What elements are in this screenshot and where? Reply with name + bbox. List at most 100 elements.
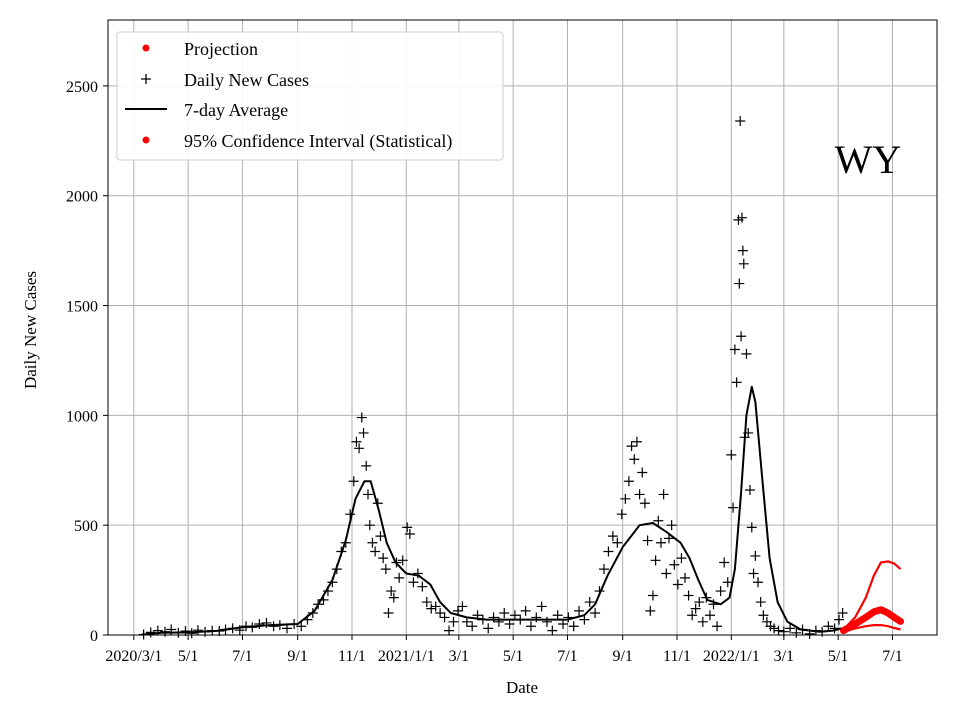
daily-new-cases-point — [375, 531, 386, 542]
x-tick-label: 9/1 — [287, 648, 307, 665]
daily-new-cases-point — [421, 597, 432, 608]
daily-new-cases-point — [639, 498, 650, 509]
daily-new-cases-point — [746, 522, 757, 533]
daily-new-cases-point — [738, 258, 749, 269]
daily-new-cases-point — [574, 605, 585, 616]
x-axis-label: Date — [506, 678, 538, 697]
daily-new-cases-point — [661, 568, 672, 579]
y-tick-label: 2000 — [66, 189, 98, 206]
legend-projection-marker — [142, 44, 150, 52]
daily-new-cases-point — [145, 627, 156, 638]
x-tick-label: 7/1 — [232, 648, 252, 665]
legend-daily-cases-label: Daily New Cases — [184, 70, 309, 90]
daily-new-cases-point — [629, 454, 640, 465]
daily-new-cases-point — [736, 212, 747, 223]
daily-new-cases-point — [731, 377, 742, 388]
daily-new-cases-point — [626, 441, 637, 452]
axis-ticks: 2020/3/1 5/1 7/1 9/1 11/1 2021/1/1 3/1 5/1 7/1 9/… — [66, 79, 903, 665]
daily-new-cases-point — [755, 597, 766, 608]
daily-new-cases-point — [417, 581, 428, 592]
legend-box — [116, 31, 504, 161]
y-axis-label: Daily New Cases — [21, 271, 40, 389]
daily-new-cases-point — [735, 116, 746, 127]
daily-new-cases-point — [687, 610, 698, 621]
confidence-interval — [842, 560, 902, 633]
daily-new-cases-point — [655, 537, 666, 548]
seven-day-average-line — [140, 385, 843, 636]
daily-new-cases-point — [737, 245, 748, 256]
daily-new-cases-point — [363, 489, 374, 500]
daily-new-cases-point — [268, 621, 279, 632]
x-tick-label: 7/1 — [882, 648, 902, 665]
x-tick-label: 11/1 — [338, 648, 366, 665]
daily-new-cases-point — [563, 612, 574, 623]
daily-new-cases-point — [388, 592, 399, 603]
daily-new-cases-point — [394, 572, 405, 583]
y-tick-label: 1000 — [66, 408, 98, 425]
daily-new-cases-point — [351, 436, 362, 447]
daily-new-cases-point — [607, 531, 618, 542]
daily-new-cases-point — [704, 610, 715, 621]
daily-new-cases-point — [435, 608, 446, 619]
daily-new-cases-point — [669, 559, 680, 570]
daily-new-cases-point — [552, 610, 563, 621]
daily-new-cases-point — [769, 623, 780, 634]
daily-new-cases-point — [748, 568, 759, 579]
daily-new-cases-point — [676, 553, 687, 564]
x-tick-label: 7/1 — [557, 648, 577, 665]
daily-new-cases-point — [612, 537, 623, 548]
daily-new-cases-point — [653, 515, 664, 526]
daily-new-cases-point — [694, 597, 705, 608]
daily-new-cases-point — [547, 625, 558, 636]
daily-new-cases-point — [412, 568, 423, 579]
y-tick-label: 0 — [90, 628, 98, 645]
daily-new-cases-point — [728, 502, 739, 513]
daily-new-cases-point — [823, 621, 834, 632]
daily-new-cases-point — [383, 608, 394, 619]
daily-new-cases-point — [750, 550, 761, 561]
daily-new-cases-point — [753, 577, 764, 588]
y-tick-label: 500 — [74, 518, 98, 535]
daily-new-cases-point — [296, 621, 307, 632]
state-label: WY — [835, 137, 902, 182]
daily-new-cases-point — [603, 546, 614, 557]
x-tick-label: 5/1 — [178, 648, 198, 665]
daily-new-cases-point — [504, 619, 515, 630]
daily-new-cases-point — [358, 427, 369, 438]
confidence-upper-line — [842, 560, 902, 631]
daily-new-cases-point — [448, 616, 459, 627]
daily-new-cases-point — [370, 546, 381, 557]
daily-new-cases-point — [715, 586, 726, 597]
daily-new-cases-point — [430, 601, 441, 612]
daily-new-cases-point — [408, 577, 419, 588]
daily-new-cases-point — [426, 603, 437, 614]
series-lines — [140, 385, 904, 636]
x-tick-label: 3/1 — [774, 648, 794, 665]
daily-new-cases-point — [729, 344, 740, 355]
daily-new-cases-point — [736, 331, 747, 342]
daily-new-cases-point — [402, 522, 413, 533]
daily-new-cases-point — [180, 626, 191, 637]
daily-new-cases-point — [356, 412, 367, 423]
daily-new-cases-point — [837, 608, 848, 619]
daily-new-cases-point — [690, 603, 701, 614]
daily-new-cases-point — [439, 612, 450, 623]
x-tick-label: 11/1 — [663, 648, 691, 665]
legend-confidence-label: 95% Confidence Interval (Statistical) — [184, 131, 452, 152]
daily-new-cases-point — [444, 625, 455, 636]
confidence-lower-line — [843, 624, 901, 633]
daily-new-cases-point — [666, 520, 677, 531]
daily-new-cases-point — [598, 564, 609, 575]
daily-new-cases-point — [461, 616, 472, 627]
daily-new-cases-point — [785, 623, 796, 634]
daily-new-cases-point — [380, 564, 391, 575]
plot-frame — [107, 19, 938, 636]
x-tick-label: 9/1 — [612, 648, 632, 665]
daily-new-cases-point — [647, 590, 658, 601]
daily-new-cases-point — [758, 610, 769, 621]
daily-new-cases-point — [642, 535, 653, 546]
daily-new-cases-point — [509, 610, 520, 621]
daily-new-cases-point — [361, 460, 372, 471]
daily-new-cases-point — [404, 528, 415, 539]
